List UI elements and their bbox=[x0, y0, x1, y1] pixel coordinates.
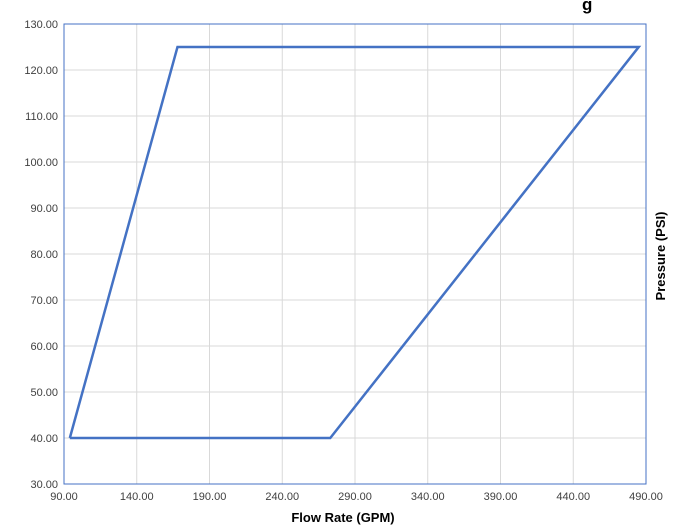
y-tick-label: 30.00 bbox=[30, 479, 58, 491]
x-tick-label: 390.00 bbox=[484, 491, 518, 503]
y-tick-label: 50.00 bbox=[30, 387, 58, 399]
grid-layer bbox=[63, 23, 647, 485]
operating-envelope-line bbox=[68, 45, 642, 440]
plot-area-border bbox=[63, 23, 647, 485]
x-tick-label: 290.00 bbox=[338, 491, 372, 503]
series-layer bbox=[68, 45, 642, 440]
y-tick-label: 80.00 bbox=[30, 249, 58, 261]
tick-layer: 90.00 140.00 190.00 240.00 290.00 340.00 390.0… bbox=[24, 19, 662, 503]
y-tick-label: 100.00 bbox=[24, 157, 58, 169]
x-tick-label: 240.00 bbox=[265, 491, 299, 503]
y-axis-title: Pressure (PSI) bbox=[653, 212, 668, 301]
y-tick-label: 120.00 bbox=[24, 65, 58, 77]
plot-border-layer bbox=[63, 23, 647, 485]
x-tick-label: 90.00 bbox=[50, 491, 78, 503]
y-tick-label: 90.00 bbox=[30, 203, 58, 215]
y-tick-label: 110.00 bbox=[25, 111, 58, 123]
y-tick-label: 130.00 bbox=[24, 19, 58, 31]
x-tick-label: 140.00 bbox=[120, 491, 154, 503]
chart-title: g bbox=[582, 0, 592, 14]
y-tick-label: 40.00 bbox=[30, 433, 58, 445]
x-tick-label: 340.00 bbox=[411, 491, 445, 503]
x-axis-title: Flow Rate (GPM) bbox=[291, 510, 394, 525]
x-tick-label: 490.00 bbox=[629, 491, 663, 503]
y-tick-label: 70.00 bbox=[30, 295, 58, 307]
x-tick-label: 440.00 bbox=[556, 491, 590, 503]
y-tick-label: 60.00 bbox=[30, 341, 58, 353]
x-tick-label: 190.00 bbox=[193, 491, 227, 503]
